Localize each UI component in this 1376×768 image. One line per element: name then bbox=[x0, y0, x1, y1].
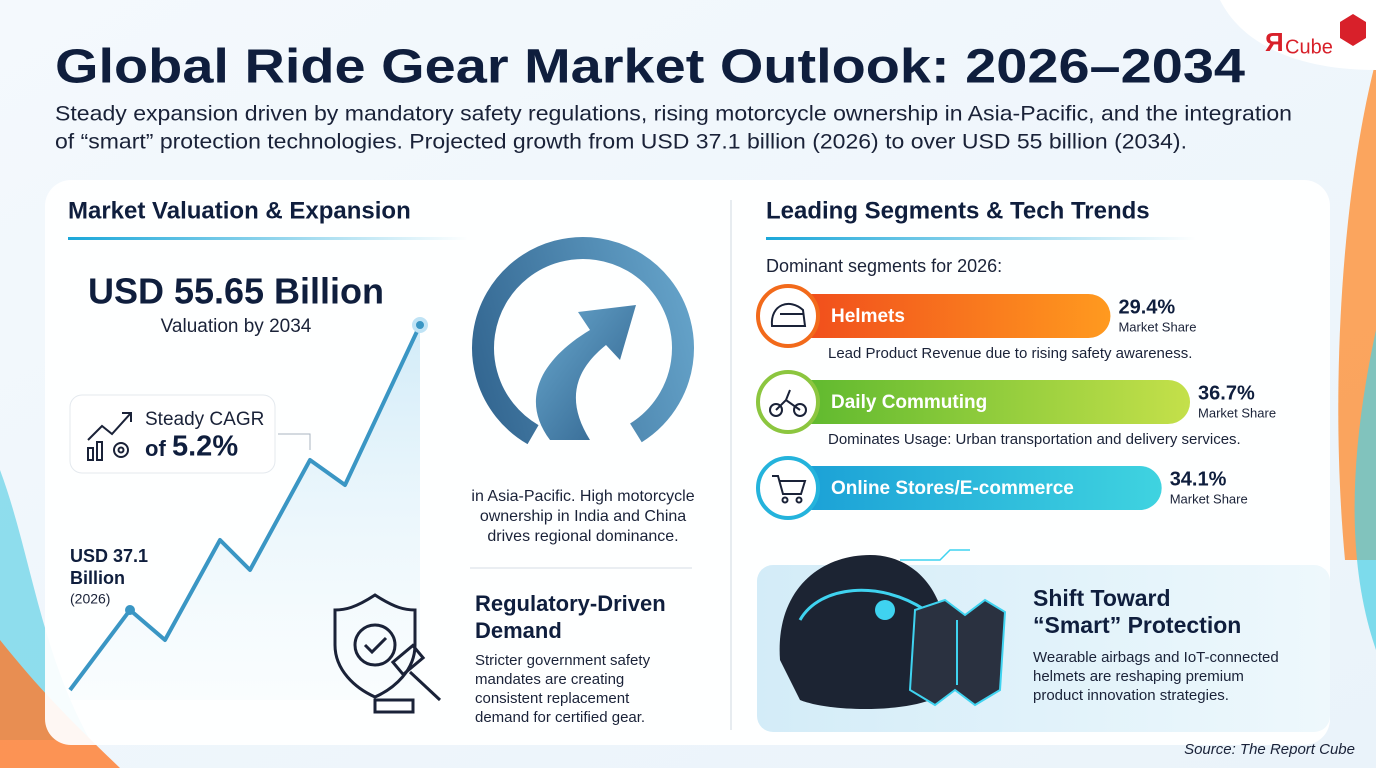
callout-line bbox=[278, 433, 311, 450]
segments-intro: Dominant segments for 2026: bbox=[766, 256, 1002, 276]
smart-gear-illustration bbox=[779, 549, 1007, 709]
logo-mark: Я bbox=[1265, 27, 1284, 57]
segment-share-note: Market Share bbox=[1170, 491, 1248, 506]
growth-emblem bbox=[472, 237, 694, 459]
section-heading: Leading Segments & Tech Trends bbox=[766, 197, 1150, 224]
segment-bar bbox=[790, 380, 1191, 424]
page-title: Global Ride Gear Market Outlook: 2026–20… bbox=[55, 41, 1245, 94]
segment-icon bbox=[770, 302, 807, 327]
icon-shape bbox=[793, 403, 807, 417]
section-heading: Market Valuation & Expansion bbox=[68, 197, 411, 224]
segment-share-note: Market Share bbox=[1198, 405, 1276, 420]
region-text: in Asia-Pacific. High motorcycle bbox=[471, 488, 694, 505]
decor-swoosh bbox=[0, 640, 120, 768]
regulatory-title: Regulatory-Driven bbox=[475, 591, 666, 616]
cagr-prefix: of bbox=[145, 436, 166, 461]
regulatory-body: demand for certified gear. bbox=[475, 709, 645, 726]
segment-share-note: Market Share bbox=[1118, 319, 1196, 334]
smart-title: Shift Toward bbox=[1033, 585, 1171, 611]
region-text: ownership in India and China bbox=[480, 508, 686, 525]
start-year: (2026) bbox=[70, 591, 110, 607]
cagr-card bbox=[69, 394, 276, 474]
segment-bar bbox=[790, 466, 1162, 510]
segment-name: Daily Commuting bbox=[831, 392, 987, 413]
icon-shape bbox=[795, 496, 803, 504]
decor-swoosh bbox=[1354, 330, 1376, 650]
growth-line bbox=[68, 324, 422, 692]
growth-point bbox=[125, 605, 135, 615]
icon-shape bbox=[781, 496, 789, 504]
icon-shape bbox=[772, 475, 807, 495]
heading-underline bbox=[68, 237, 468, 240]
subtitle-line: Steady expansion driven by mandatory saf… bbox=[55, 103, 1292, 126]
segment-icon-ring bbox=[756, 284, 820, 348]
icon-shape bbox=[775, 389, 801, 411]
growth-area bbox=[70, 325, 420, 700]
smart-title: “Smart” Protection bbox=[1033, 612, 1241, 638]
valuation-amount: USD 55.65 Billion bbox=[88, 271, 384, 312]
region-text: drives regional dominance. bbox=[487, 528, 678, 545]
smart-body: helmets are reshaping premium bbox=[1033, 668, 1244, 685]
segment-share: 34.1% bbox=[1170, 468, 1227, 490]
regulatory-body: mandates are creating bbox=[475, 671, 624, 688]
icon-shape bbox=[770, 302, 807, 327]
valuation-note: Valuation by 2034 bbox=[161, 316, 312, 337]
icon-shape bbox=[769, 403, 783, 417]
smart-body: Wearable airbags and IoT-connected bbox=[1033, 649, 1279, 666]
logo: Я Cube bbox=[1265, 14, 1366, 58]
growth-point bbox=[412, 317, 428, 333]
segment-icon-ring bbox=[756, 456, 820, 520]
smart-body: product innovation strategies. bbox=[1033, 687, 1229, 704]
regulatory-body: Stricter government safety bbox=[475, 652, 651, 669]
cagr-label: Steady CAGR bbox=[145, 409, 264, 430]
segment-share: 29.4% bbox=[1118, 296, 1175, 318]
subtitle-line: of “smart” protection technologies. Proj… bbox=[55, 131, 1187, 154]
segment-share: 36.7% bbox=[1198, 382, 1255, 404]
decor-corner bbox=[1220, 0, 1376, 70]
logo-cube bbox=[1340, 14, 1366, 46]
segment-icon bbox=[772, 475, 807, 504]
regulatory-body: consistent replacement bbox=[475, 690, 630, 707]
start-value: Billion bbox=[70, 568, 125, 588]
segment-bar bbox=[790, 294, 1111, 338]
source-note: Source: The Report Cube bbox=[1184, 741, 1355, 758]
heading-underline bbox=[766, 237, 1196, 240]
regulatory-title: Demand bbox=[475, 618, 562, 643]
logo-text: Cube bbox=[1285, 36, 1333, 58]
regulatory-icon bbox=[333, 593, 442, 714]
segment-description: Lead Product Revenue due to rising safet… bbox=[828, 345, 1192, 362]
start-value: USD 37.1 bbox=[70, 546, 148, 566]
segment-name: Online Stores/E-commerce bbox=[831, 478, 1074, 499]
cagr-icon bbox=[87, 412, 132, 461]
cagr-rate: 5.2% bbox=[172, 431, 238, 463]
segment-description: Dominates Usage: Urban transportation an… bbox=[828, 431, 1241, 448]
segment-icon bbox=[769, 389, 807, 417]
segment-name: Helmets bbox=[831, 306, 905, 327]
